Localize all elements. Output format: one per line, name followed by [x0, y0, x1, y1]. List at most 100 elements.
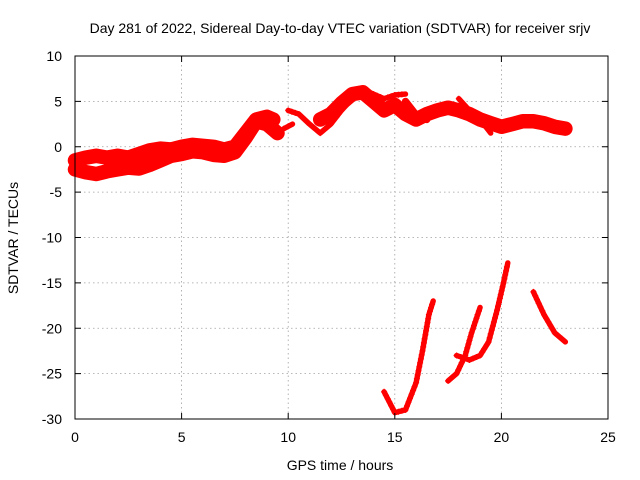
plus-marker [395, 408, 402, 415]
series-seg-i [530, 288, 569, 345]
plus-marker [427, 308, 433, 315]
plus-marker [462, 109, 469, 116]
plus-marker [207, 151, 213, 157]
plus-marker [143, 148, 150, 155]
plus-marker [558, 335, 565, 342]
y-tick-label: -10 [42, 230, 62, 246]
plus-marker [487, 120, 494, 127]
plus-marker [132, 152, 139, 159]
plus-marker [178, 151, 185, 157]
x-tick-label: 15 [387, 429, 403, 445]
plus-marker [320, 114, 327, 121]
plus-marker [407, 105, 414, 112]
plus-marker [441, 105, 448, 112]
plus-marker [502, 122, 508, 129]
plus-marker [473, 315, 480, 322]
plus-marker [539, 307, 546, 314]
plus-marker [414, 371, 421, 378]
plus-marker [391, 102, 398, 108]
plus-marker [537, 304, 544, 311]
plus-marker [532, 292, 539, 299]
plus-marker [411, 383, 418, 390]
plus-marker [417, 355, 424, 362]
plus-marker [425, 315, 432, 322]
plus-marker [498, 287, 505, 294]
plus-marker [416, 113, 423, 120]
series-seg-a [280, 121, 296, 132]
plus-marker [438, 106, 444, 113]
plus-marker [390, 406, 396, 413]
plus-marker [242, 134, 249, 141]
plus-marker [386, 399, 393, 406]
plus-marker [477, 116, 484, 123]
plus-marker [516, 119, 523, 126]
plus-marker [160, 155, 167, 162]
plus-marker [249, 124, 255, 131]
plus-marker [335, 102, 342, 109]
plus-marker [500, 279, 507, 286]
plus-marker [203, 150, 210, 157]
plus-marker [285, 107, 292, 114]
plus-marker [491, 121, 498, 128]
plus-marker [423, 323, 430, 330]
plus-marker [485, 126, 492, 133]
plus-marker [395, 105, 402, 111]
plus-marker [477, 352, 484, 359]
plus-marker [464, 344, 471, 351]
x-axis-label: GPS time / hours [287, 457, 394, 473]
plus-marker [427, 109, 434, 116]
plus-marker [457, 363, 463, 370]
plus-marker [75, 167, 82, 174]
plus-marker [541, 311, 547, 318]
plus-marker [428, 304, 434, 311]
plus-marker [429, 301, 436, 308]
plus-marker [498, 123, 505, 130]
plus-marker [469, 326, 476, 333]
plus-marker [370, 98, 377, 105]
plus-marker [468, 329, 475, 336]
plus-marker [512, 120, 519, 127]
plus-marker [418, 351, 425, 358]
plus-marker [502, 271, 509, 278]
plus-marker [139, 164, 146, 171]
plus-marker [549, 326, 556, 333]
plus-marker [453, 352, 460, 359]
plus-marker [486, 334, 493, 341]
plus-marker [473, 113, 480, 120]
plus-marker [388, 93, 395, 100]
plus-marker [271, 127, 277, 134]
plus-marker [467, 333, 474, 340]
plus-marker [345, 94, 352, 101]
plus-marker [410, 387, 417, 394]
plus-marker [402, 98, 409, 105]
plus-marker [545, 318, 552, 325]
plus-marker [420, 115, 427, 121]
series-seg-c [312, 85, 573, 136]
axis-ticks: 0 5 10 15 20 25 -30 -25 -20 -15 -10 -5 0 5 10 [42, 48, 616, 445]
plus-marker [310, 124, 317, 131]
plus-marker [413, 112, 420, 118]
x-tick-label: 20 [494, 429, 510, 445]
plus-marker [221, 152, 228, 159]
plus-marker [381, 107, 388, 114]
plus-marker [475, 308, 482, 314]
plus-marker [455, 367, 462, 373]
plus-marker [448, 105, 455, 112]
plus-marker [471, 322, 477, 329]
plus-marker [381, 388, 388, 395]
plus-marker [490, 319, 497, 325]
plus-marker [458, 359, 465, 366]
plus-marker [485, 338, 492, 345]
plus-marker [473, 354, 480, 360]
plus-marker [548, 122, 555, 129]
plus-marker [530, 288, 537, 295]
series-seg-f [381, 298, 436, 416]
plus-marker [496, 299, 502, 306]
plus-marker [317, 116, 324, 123]
plus-marker [493, 311, 500, 318]
plus-marker [359, 89, 366, 96]
plus-marker [185, 149, 192, 156]
plus-marker [246, 128, 253, 135]
plus-marker [541, 120, 547, 127]
series-trace [453, 260, 511, 363]
